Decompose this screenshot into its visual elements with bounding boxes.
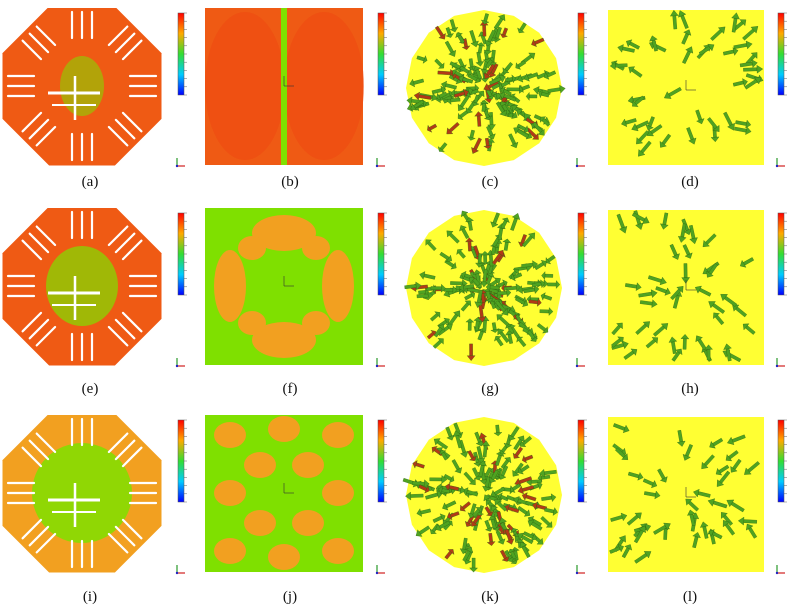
axis-triad-icon: [775, 158, 785, 168]
color-scale-legend: [377, 12, 387, 96]
color-scale-legend: [177, 419, 187, 503]
axis-triad-icon: [575, 158, 585, 168]
panel-caption: (b): [281, 174, 299, 190]
field-plot: [608, 210, 787, 368]
figure-panel: [400, 8, 600, 168]
color-scale-legend: [577, 419, 587, 503]
field-plot: [205, 8, 387, 168]
figure-panel: [0, 8, 200, 168]
panel-caption: (h): [681, 381, 699, 397]
figure-panel: [200, 208, 400, 368]
vector-arrows: [402, 422, 558, 573]
field-plot: [608, 417, 787, 575]
figure-panel: [200, 8, 400, 168]
field-plot: [406, 10, 587, 168]
vector-arrows: [609, 423, 760, 564]
panel-caption: (k): [481, 589, 499, 605]
axis-triad-icon: [775, 565, 785, 575]
panel-caption: (d): [681, 174, 699, 190]
panel-caption: (i): [82, 589, 98, 605]
figure-panel: [600, 415, 800, 575]
field-plot: [608, 9, 787, 168]
color-scale-legend: [377, 212, 387, 296]
vector-arrows: [404, 210, 561, 361]
panel-caption: (g): [481, 381, 499, 397]
figure-panel: [400, 415, 600, 575]
vector-arrows: [406, 13, 566, 154]
color-scale-legend: [777, 212, 787, 296]
field-plot: [2, 415, 187, 575]
field-plot: [402, 417, 587, 575]
vector-arrows: [609, 9, 764, 157]
axis-triad-icon: [175, 565, 185, 575]
axis-triad-icon: [775, 358, 785, 368]
color-scale-legend: [777, 12, 787, 96]
figure-panel: [600, 8, 800, 168]
axis-triad-icon: [375, 565, 385, 575]
axis-triad-icon: [375, 358, 385, 368]
vector-arrows: [611, 210, 756, 363]
figure-panel: [0, 208, 200, 368]
axis-triad-icon: [175, 358, 185, 368]
color-scale-legend: [577, 212, 587, 296]
panel-caption: (e): [81, 381, 99, 397]
panel-caption: (a): [81, 174, 99, 190]
panel-caption: (f): [282, 381, 298, 397]
figure-panel: [400, 208, 600, 368]
figure-panel: [200, 415, 400, 575]
field-plot: [205, 415, 387, 575]
figure-panel: [0, 415, 200, 575]
field-plot: [205, 208, 387, 368]
axis-triad-icon: [375, 158, 385, 168]
panel-caption: (j): [282, 589, 298, 605]
axis-triad-icon: [575, 565, 585, 575]
color-scale-legend: [177, 212, 187, 296]
field-plot: [2, 8, 187, 168]
panel-caption: (c): [481, 174, 499, 190]
color-scale-legend: [577, 12, 587, 96]
panel-caption: (l): [682, 589, 698, 605]
field-plot: [2, 208, 187, 368]
axis-triad-icon: [575, 358, 585, 368]
color-scale-legend: [377, 419, 387, 503]
figure-panel: [600, 208, 800, 368]
color-scale-legend: [777, 419, 787, 503]
color-scale-legend: [177, 12, 187, 96]
axis-triad-icon: [175, 158, 185, 168]
field-plot: [404, 210, 587, 368]
